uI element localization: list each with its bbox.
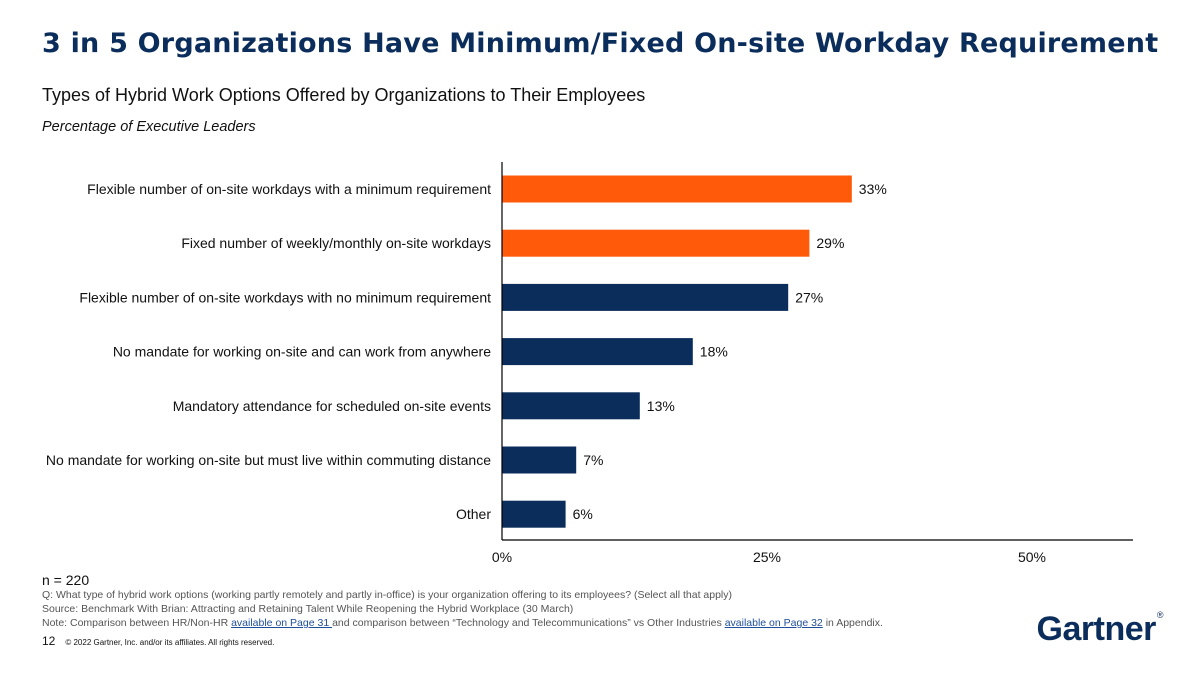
logo-text: Gartner xyxy=(1036,610,1157,648)
category-label: No mandate for working on-site and can w… xyxy=(113,344,491,360)
copyright: © 2022 Gartner, Inc. and/or its affiliat… xyxy=(65,638,275,647)
category-label: Mandatory attendance for scheduled on-si… xyxy=(173,398,491,414)
question-note: Q: What type of hybrid work options (wor… xyxy=(42,589,733,601)
data-label: 33% xyxy=(859,181,887,197)
category-label: Flexible number of on-site workdays with… xyxy=(87,181,491,197)
data-label: 6% xyxy=(573,506,593,522)
note-middle: and comparison between “Technology and T… xyxy=(332,617,725,629)
bar xyxy=(502,392,640,420)
bar xyxy=(502,446,577,474)
bar xyxy=(502,500,566,528)
bar xyxy=(502,338,693,366)
x-tick-label: 0% xyxy=(492,549,512,565)
category-label: Fixed number of weekly/monthly on-site w… xyxy=(181,235,491,251)
data-label: 13% xyxy=(647,398,675,414)
note-suffix: in Appendix. xyxy=(822,617,883,629)
gartner-logo: Gartner® xyxy=(1036,610,1164,649)
sample-size: n = 220 xyxy=(42,572,90,588)
source-note: Source: Benchmark With Brian: Attracting… xyxy=(42,603,574,615)
category-label: Other xyxy=(456,506,491,522)
page-number: 12 xyxy=(42,634,56,648)
bar xyxy=(502,283,789,311)
page-title: 3 in 5 Organizations Have Minimum/Fixed … xyxy=(42,28,1159,59)
category-label: No mandate for working on-site but must … xyxy=(46,452,491,468)
bar xyxy=(502,229,810,257)
comparison-note: Note: Comparison between HR/Non-HR avail… xyxy=(42,616,883,630)
data-label: 18% xyxy=(700,344,728,360)
chart-subtitle: Types of Hybrid Work Options Offered by … xyxy=(42,85,646,105)
bar xyxy=(502,175,852,203)
x-tick-label: 25% xyxy=(753,549,781,565)
notes-block: n = 220 Q: What type of hybrid work opti… xyxy=(42,572,883,630)
data-label: 29% xyxy=(816,235,844,251)
page-31-link[interactable]: available on Page 31 xyxy=(231,617,333,629)
chart-unit-label: Percentage of Executive Leaders xyxy=(42,119,256,135)
x-tick-label: 50% xyxy=(1018,549,1046,565)
note-prefix: Note: Comparison between HR/Non-HR xyxy=(42,617,232,629)
data-label: 27% xyxy=(795,289,823,305)
registered-mark: ® xyxy=(1156,610,1164,620)
category-label: Flexible number of on-site workdays with… xyxy=(79,289,491,305)
data-label: 7% xyxy=(583,452,603,468)
footer: 12 © 2022 Gartner, Inc. and/or its affili… xyxy=(42,634,274,648)
page-32-link[interactable]: available on Page 32 xyxy=(724,617,823,629)
